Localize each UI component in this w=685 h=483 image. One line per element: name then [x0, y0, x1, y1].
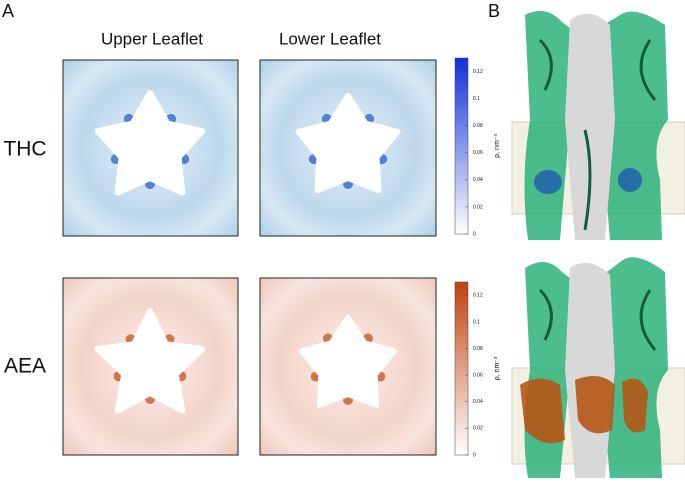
column-header: Lower Leaflet	[279, 29, 381, 48]
colorbar-tick-label: 0.08	[473, 346, 483, 352]
colorbar-tick-label: 0	[473, 452, 476, 458]
protein-structure	[511, 11, 685, 241]
colorbar-label: ρ, nm⁻³	[494, 134, 501, 158]
protein-structure	[511, 257, 685, 478]
colorbar-tick-label: 0.02	[473, 204, 483, 210]
colorbar-tick-label: 0.04	[473, 399, 483, 405]
colorbar-tick-label: 0.04	[473, 177, 483, 183]
colorbar-tick-label: 0.06	[473, 372, 483, 378]
colorbar	[454, 57, 469, 235]
colorbar-tick-label: 0.12	[473, 69, 483, 75]
panel-label: B	[488, 1, 500, 21]
panel-label: A	[2, 1, 14, 21]
row-label: AEA	[4, 355, 46, 378]
density-void	[295, 93, 401, 194]
density-void	[94, 308, 206, 414]
colorbar-tick-label: 0.1	[473, 319, 480, 325]
colorbar-tick-label: 0.02	[473, 426, 483, 432]
colorbar	[454, 281, 469, 456]
colorbar-tick-label: 0.06	[473, 150, 483, 156]
colorbar-tick-label: 0.1	[473, 96, 480, 102]
colorbar-tick-label: 0	[473, 231, 476, 237]
row-label: THC	[3, 138, 46, 161]
column-header: Upper Leaflet	[101, 29, 203, 48]
colorbar-tick-label: 0.12	[473, 293, 483, 299]
density-void	[94, 90, 206, 196]
density-void	[299, 315, 397, 408]
colorbar-tick-label: 0.08	[473, 123, 483, 129]
colorbar-label: ρ, nm⁻³	[494, 356, 501, 380]
